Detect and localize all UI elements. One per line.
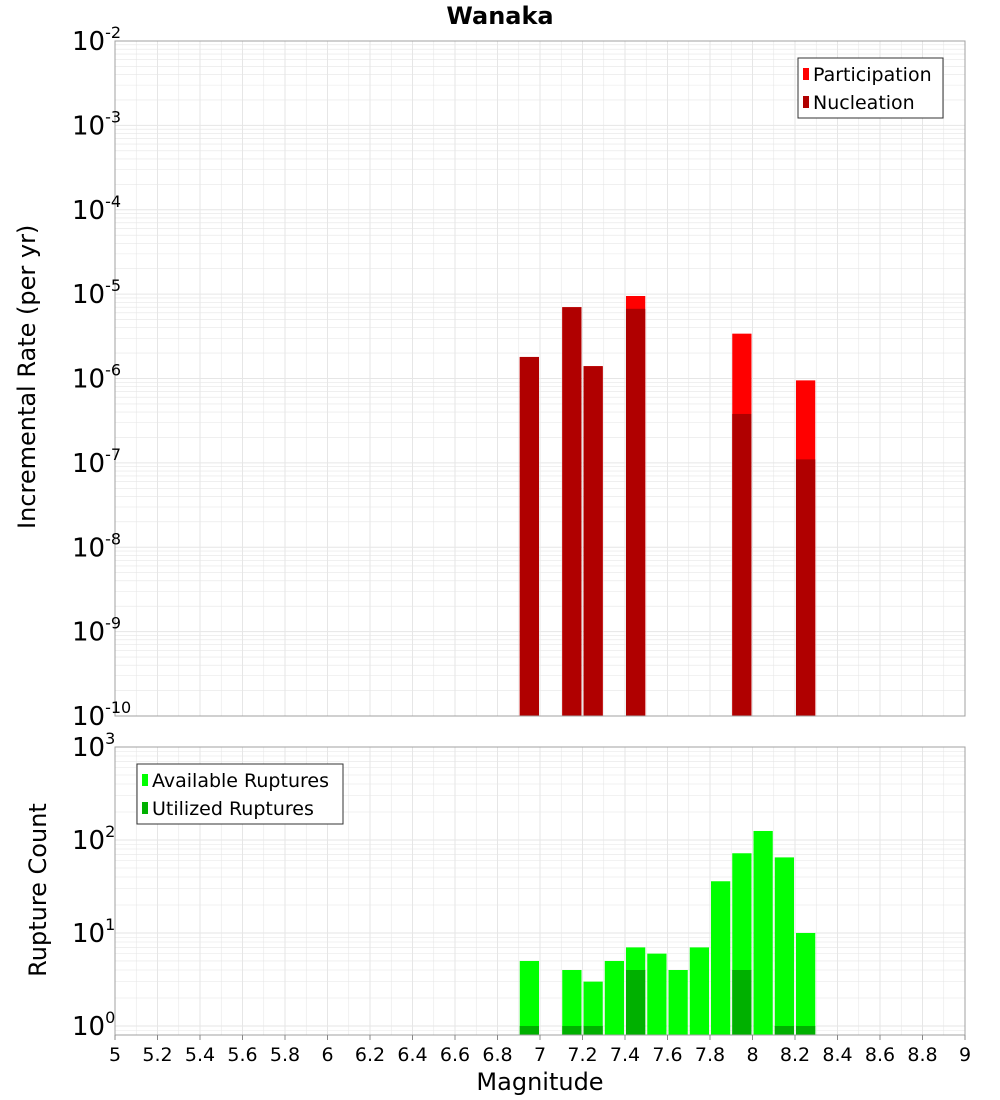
rate-bar-nucleation	[626, 308, 646, 716]
rate-y-tick-label: 10-5	[72, 276, 121, 310]
rate-y-tick-label: 10-2	[72, 23, 121, 57]
count-bar-available-ruptures	[562, 969, 582, 1035]
rate-legend-label: Nucleation	[813, 92, 915, 114]
rate-y-tick-label: 10-3	[72, 107, 121, 141]
count-bar-available-ruptures	[647, 953, 667, 1035]
count-bar-available-ruptures	[711, 881, 731, 1035]
count-bar-available-ruptures	[689, 947, 709, 1035]
x-tick-label: 6.4	[397, 1044, 427, 1066]
rate-bar-nucleation	[732, 413, 752, 716]
rate-y-tick-label: 10-10	[72, 698, 131, 732]
x-axis-label: Magnitude	[476, 1068, 604, 1096]
rate-legend-label: Participation	[813, 64, 932, 86]
rate-plot-frame	[114, 40, 966, 717]
x-tick-label: 7	[534, 1044, 546, 1066]
x-tick-label: 5.2	[142, 1044, 172, 1066]
count-legend-swatch	[142, 774, 148, 786]
count-y-tick-label: 100	[72, 1008, 115, 1042]
x-tick-label: 8	[746, 1044, 758, 1066]
count-bar-available-ruptures	[753, 830, 773, 1035]
rate-bar-nucleation	[519, 356, 539, 716]
x-tick-label: 5.8	[270, 1044, 300, 1066]
x-tick-label: 7.4	[610, 1044, 640, 1066]
count-bar-available-ruptures	[796, 932, 816, 1035]
count-y-tick-label: 103	[72, 729, 115, 763]
x-tick-label: 7.8	[695, 1044, 725, 1066]
x-tick-label: 9	[959, 1044, 971, 1066]
count-legend-label: Available Ruptures	[152, 770, 329, 792]
rate-y-tick-label: 10-7	[72, 445, 121, 479]
count-bar-utilized-ruptures	[519, 1025, 539, 1035]
count-bar-utilized-ruptures	[626, 969, 646, 1035]
x-tick-label: 5.4	[185, 1044, 215, 1066]
count-legend-swatch	[142, 802, 148, 814]
rate-legend	[797, 57, 944, 119]
rate-y-tick-label: 10-4	[72, 192, 121, 226]
count-bar-utilized-ruptures	[562, 1025, 582, 1035]
x-tick-label: 8.4	[822, 1044, 852, 1066]
count-bar-available-ruptures	[519, 960, 539, 1035]
x-tick-label: 8.8	[907, 1044, 937, 1066]
count-bar-utilized-ruptures	[796, 1025, 816, 1035]
count-legend-label: Utilized Ruptures	[152, 798, 314, 820]
count-bar-available-ruptures	[583, 981, 603, 1035]
count-bar-available-ruptures	[668, 969, 688, 1035]
x-tick-label: 7.2	[567, 1044, 597, 1066]
x-tick-label: 5	[109, 1044, 121, 1066]
count-bar-utilized-ruptures	[583, 1025, 603, 1035]
count-bar-available-ruptures	[774, 857, 794, 1035]
x-axis: 5 5.2 5.4 5.6 5.8 6 6.2 6.4 6.6 6.8 7 7.2 7.4 7.6 7.8 8…	[109, 1035, 971, 1066]
x-tick-label: 5.6	[227, 1044, 257, 1066]
rupture-count-plot-panel: 100 101 102 103 Available Ruptures Utilized R…	[72, 729, 966, 1042]
x-tick-label: 8.2	[780, 1044, 810, 1066]
count-bar-available-ruptures	[604, 960, 624, 1035]
x-tick-label: 7.6	[652, 1044, 682, 1066]
rate-bar-nucleation	[796, 459, 816, 716]
count-y-tick-label: 102	[72, 822, 115, 856]
x-tick-label: 6	[321, 1044, 333, 1066]
rate-legend-swatch	[803, 96, 809, 108]
rate-y-tick-label: 10-6	[72, 361, 121, 395]
rate-plot-panel: 10-10 10-9 10-8 10-7 10-6 10-5 10-4 10-3 10-2 Par…	[72, 23, 966, 732]
chart-title: Wanaka	[446, 2, 554, 30]
rate-bar-nucleation	[583, 366, 603, 716]
rate-legend-swatch	[803, 68, 809, 80]
rate-y-tick-label: 10-9	[72, 614, 121, 648]
x-tick-label: 6.2	[355, 1044, 385, 1066]
count-bar-utilized-ruptures	[774, 1025, 794, 1035]
rate-bar-nucleation	[562, 307, 582, 716]
count-y-tick-label: 101	[72, 915, 115, 949]
x-tick-label: 6.6	[440, 1044, 470, 1066]
rate-y-tick-label: 10-8	[72, 529, 121, 563]
x-tick-label: 6.8	[482, 1044, 512, 1066]
x-tick-label: 8.6	[865, 1044, 895, 1066]
count-bar-utilized-ruptures	[732, 969, 752, 1035]
count-legend	[136, 763, 344, 825]
